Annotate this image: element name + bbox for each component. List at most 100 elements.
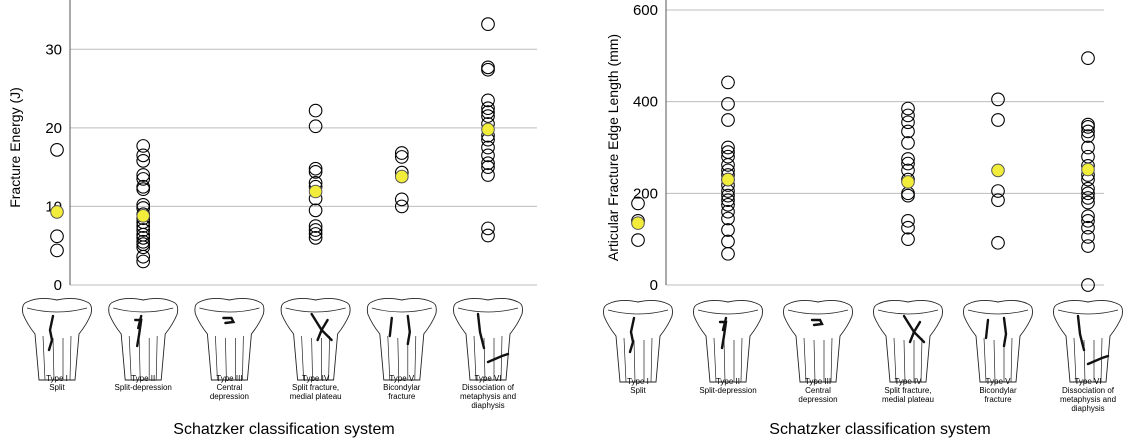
edge-length-chart: 0 200 400 600 Articular Fracture Edge Length… [603,0,1123,438]
tibia-plateau-line [607,309,669,315]
tibia-plateau-line [877,309,939,315]
mean-point [481,122,495,137]
data-point [136,182,151,196]
data-point [481,156,495,171]
fracture-line [1076,314,1110,366]
data-point [481,140,495,155]
category-label: metaphysis and [460,392,516,401]
data-point [901,136,915,150]
tibia-plateau-line [787,309,849,315]
tibia-illustration [108,297,179,381]
fracture-line [476,312,510,364]
category-label: depression [210,392,249,401]
data-point [901,108,915,123]
fracture-energy-chart: 0102030Fracture Energy (J)Type ISplitTyp… [7,0,537,438]
data-point [308,219,323,233]
data-point [308,119,323,134]
data-point [136,139,151,153]
tibia-shaft-lines [1073,337,1103,383]
category-label: metaphysis and [1060,395,1116,404]
data-point [50,143,64,157]
category-label: Central [217,383,243,392]
y-tick-label: 20 [45,120,62,137]
data-point [1081,239,1095,253]
tibia-outline [603,299,673,383]
data-point [721,223,735,237]
data-point [136,254,151,269]
tibia-shaft-lines [893,337,923,383]
data-point [901,213,915,228]
fracture-line [810,318,824,327]
tibia-outline [280,297,351,381]
tibia-plateau-line [371,307,432,313]
fracture-line [388,314,412,346]
data-point [481,228,495,243]
data-point [50,243,64,258]
tibia-plateau-line [113,307,174,313]
tibia-illustration [873,299,943,383]
tibia-shaft-lines [387,335,417,381]
data-point [901,101,915,116]
tibia-plateau-line [199,307,260,313]
data-point [721,140,735,155]
data-point [901,124,915,139]
y-axis-label: Fracture Energy (J) [7,87,23,208]
mean-point [721,172,735,187]
y-tick-label: 200 [633,185,658,202]
data-point [481,109,495,123]
data-point [394,146,409,160]
category-label: Type II [716,377,740,386]
category-label: Split fracture, [884,386,931,395]
category-label: depression [798,395,837,404]
data-point [721,197,735,212]
data-point [721,246,735,261]
data-point [721,75,735,90]
data-point [901,115,915,130]
data-point [481,93,495,108]
category-label: Type I [46,374,68,383]
category-label: medial plateau [290,392,342,401]
mean-point [308,184,323,199]
data-point [721,188,735,203]
data-point [991,92,1005,107]
category-label: Type III [805,377,831,386]
data-point [481,105,495,119]
data-point [721,113,735,127]
data-point [1081,124,1095,139]
category-label: Type II [131,374,155,383]
data-point [308,223,323,237]
data-point [136,223,151,237]
mean-point [136,209,150,223]
mean-point [901,175,915,189]
category-label: Type IV [894,377,922,386]
tibia-outline [963,299,1033,383]
category-label: Type VI [474,374,501,383]
tibia-shaft-lines [623,337,653,383]
category-label: Split-depression [699,386,756,395]
category-label: Type I [627,377,649,386]
data-point [481,148,495,163]
tibia-outline [22,297,92,381]
category-label: Type III [216,374,242,383]
data-point [721,234,735,249]
data-point [721,158,735,172]
category-label: Bicondylar [979,386,1017,395]
category-label: Type IV [302,374,330,383]
data-point [1081,120,1095,134]
category-label: Central [805,386,831,395]
tibia-outline [366,297,437,381]
fracture-line [222,316,236,325]
fracture-line [718,316,728,350]
tibia-illustration [22,297,92,381]
y-axis-label: Articular Fracture Edge Length (mm) [605,34,621,261]
data-point [1081,186,1095,201]
data-point [1081,191,1095,205]
data-point [631,196,645,211]
fracture-line [902,314,926,344]
data-point [901,152,915,166]
data-point [394,199,409,214]
data-point [481,168,495,182]
tibia-shaft-lines [42,335,72,381]
category-label: Dissociation of [462,383,515,392]
data-point [136,168,151,182]
